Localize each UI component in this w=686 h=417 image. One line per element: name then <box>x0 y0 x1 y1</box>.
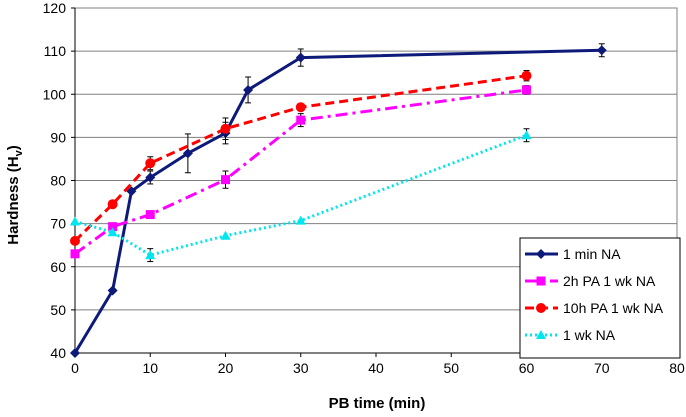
legend-label-2h-pa-1-wk-na: 2h PA 1 wk NA <box>563 273 656 289</box>
x-axis-title: PB time (min) <box>329 395 426 412</box>
data-point-2h-pa-1-wk-na-5 <box>522 85 531 95</box>
data-point-1-min-na-1 <box>107 285 118 296</box>
data-point-10h-pa-1-wk-na-4 <box>295 102 306 113</box>
x-tick-label-50: 50 <box>443 360 459 376</box>
data-point-2h-pa-1-wk-na-4 <box>296 115 306 125</box>
y-axis-title: Hardness (Hv) <box>5 145 25 244</box>
y-tick-label-90: 90 <box>50 129 66 145</box>
grid-lines <box>75 7 677 311</box>
data-point-1-wk-na-5 <box>521 130 532 140</box>
data-point-1-wk-na-3 <box>220 230 231 240</box>
x-tick-label-80: 80 <box>669 360 685 376</box>
data-point-1-wk-na-0 <box>70 216 80 226</box>
data-point-10h-pa-1-wk-na-5 <box>521 70 532 81</box>
data-point-1-min-na-7 <box>295 52 306 63</box>
data-series <box>70 43 607 358</box>
data-point-1-min-na-4 <box>182 148 193 159</box>
legend-entry-1-wk-na: 1 wk NA <box>525 327 616 343</box>
series-line-1-wk-na <box>74 133 528 257</box>
x-tick-labels: 0 10 20 30 40 50 60 70 80 <box>71 353 685 376</box>
data-point-10h-pa-1-wk-na-0 <box>70 235 80 246</box>
data-point-1-min-na-0 <box>70 348 80 358</box>
data-point-2h-pa-1-wk-na-3 <box>221 175 230 185</box>
data-point-2h-pa-1-wk-na-1 <box>108 222 118 232</box>
y-tick-label-100: 100 <box>43 86 67 102</box>
x-tick-label-60: 60 <box>519 360 535 376</box>
data-point-2h-pa-1-wk-na-2 <box>145 210 155 220</box>
series-line-2h-pa-1-wk-na <box>74 88 527 256</box>
data-point-10h-pa-1-wk-na-2 <box>145 158 156 169</box>
x-tick-label-70: 70 <box>594 360 610 376</box>
series-1-min-na <box>70 43 607 358</box>
y-tick-labels: 40 50 60 70 80 90 100 110 120 <box>43 0 75 361</box>
data-point-1-min-na-3 <box>145 172 156 183</box>
data-point-1-wk-na-4 <box>295 215 306 225</box>
x-tick-label-20: 20 <box>218 360 234 376</box>
data-point-1-wk-na-2 <box>145 250 156 260</box>
y-tick-label-70: 70 <box>50 216 66 232</box>
series-10h-pa-1-wk-na <box>70 70 532 246</box>
legend: 1 min NA 2h PA 1 wk NA 10h PA 1 wk NA 1 wk … <box>519 237 681 359</box>
y-tick-label-120: 120 <box>43 0 67 16</box>
y-tick-label-110: 110 <box>44 43 67 59</box>
x-tick-label-0: 0 <box>71 360 79 376</box>
y-tick-label-60: 60 <box>50 259 66 275</box>
x-tick-label-10: 10 <box>142 360 158 376</box>
legend-box <box>519 237 681 359</box>
x-tick-label-40: 40 <box>368 360 384 376</box>
legend-entry-1-min-na: 1 min NA <box>525 246 621 262</box>
series-2h-pa-1-wk-na <box>70 85 531 259</box>
legend-label-1-min-na: 1 min NA <box>563 246 621 262</box>
data-point-2h-pa-1-wk-na-0 <box>70 249 80 259</box>
legend-marker-2h-pa-1-wk-na <box>536 276 546 286</box>
legend-entry-10h-pa-1-wk-na: 10h PA 1 wk NA <box>525 300 664 316</box>
data-point-1-min-na-2 <box>126 186 137 197</box>
legend-label-1-wk-na: 1 wk NA <box>563 327 616 343</box>
series-1-wk-na <box>70 128 532 263</box>
data-point-1-min-na-6 <box>243 84 254 95</box>
x-tick-label-30: 30 <box>293 360 309 376</box>
data-point-10h-pa-1-wk-na-1 <box>107 199 118 210</box>
legend-marker-1-min-na <box>536 249 546 259</box>
y-tick-label-50: 50 <box>50 302 66 318</box>
data-point-1-wk-na-1 <box>107 227 118 237</box>
legend-marker-10h-pa-1-wk-na <box>536 303 546 313</box>
y-tick-label-80: 80 <box>50 173 66 189</box>
data-point-10h-pa-1-wk-na-3 <box>220 123 231 134</box>
legend-label-10h-pa-1-wk-na: 10h PA 1 wk NA <box>563 300 664 316</box>
legend-entry-2h-pa-1-wk-na: 2h PA 1 wk NA <box>525 273 656 289</box>
series-line-10h-pa-1-wk-na <box>73 74 527 242</box>
data-point-1-min-na-8 <box>596 45 607 56</box>
legend-marker-1-wk-na <box>536 330 546 339</box>
y-tick-label-40: 40 <box>50 345 66 361</box>
